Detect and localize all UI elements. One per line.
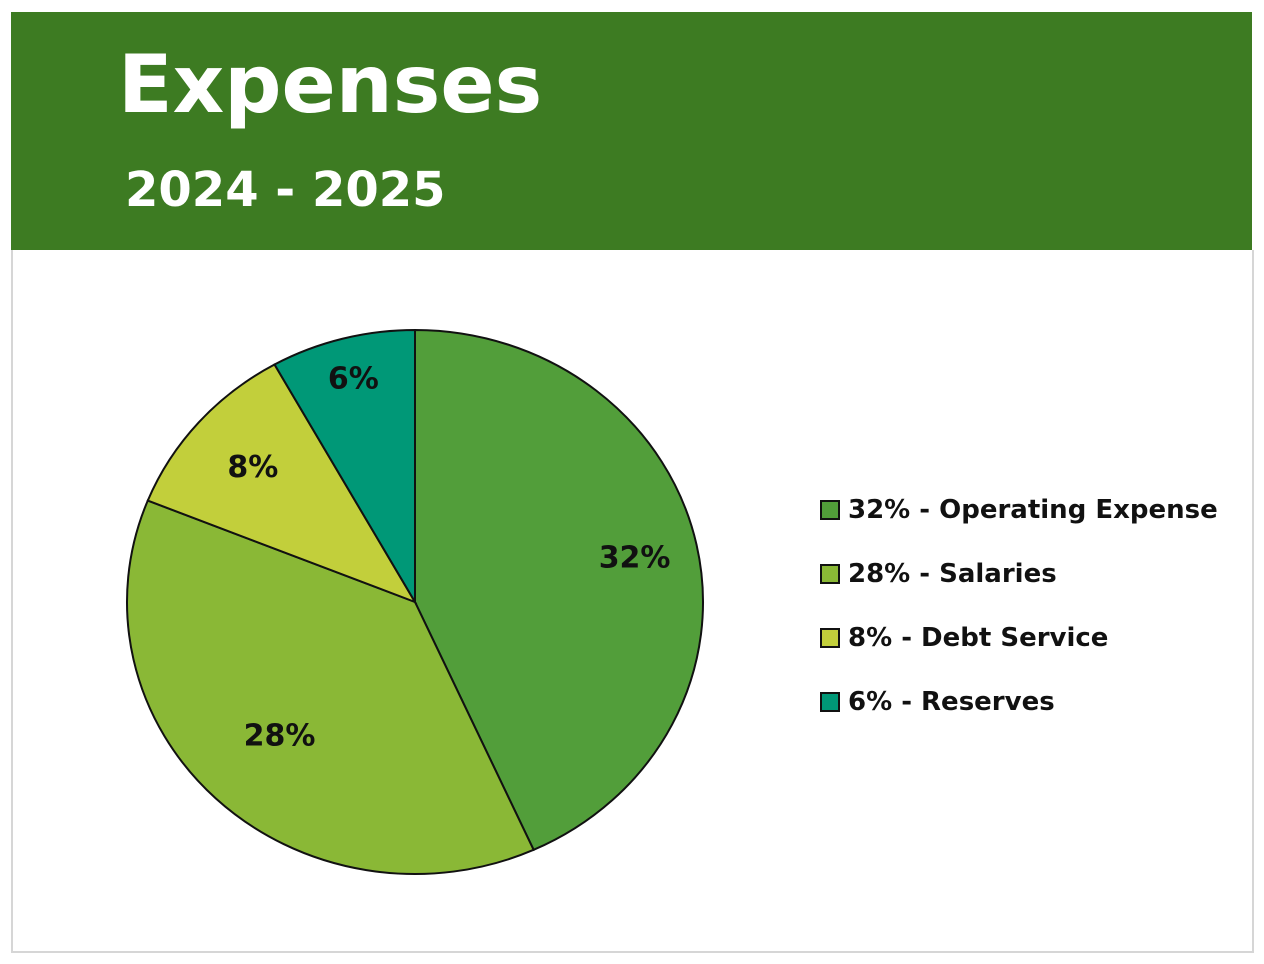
header-banner: Expenses 2024 - 2025: [11, 12, 1252, 250]
legend-swatch: [820, 500, 840, 520]
pie-slice-debt-service: [146, 363, 418, 604]
chart-subtitle: 2024 - 2025: [125, 162, 446, 218]
data-label: 28%: [244, 719, 316, 754]
legend: 32% - Operating Expense 28% - Salaries 8% …: [820, 478, 1218, 734]
data-label: 8%: [227, 450, 278, 485]
legend-swatch: [820, 692, 840, 712]
legend-label: 28% - Salaries: [848, 559, 1057, 589]
legend-item: 32% - Operating Expense: [820, 478, 1218, 542]
legend-item: 8% - Debt Service: [820, 606, 1218, 670]
legend-swatch: [820, 628, 840, 648]
chart-panel: [11, 250, 1254, 953]
legend-label: 8% - Debt Service: [848, 623, 1109, 653]
legend-swatch: [820, 564, 840, 584]
data-label: 32%: [599, 540, 671, 575]
legend-item: 28% - Salaries: [820, 542, 1218, 606]
legend-item: 6% - Reserves: [820, 670, 1218, 734]
chart-title: Expenses: [118, 38, 543, 131]
pie-slice-operating-expense: [414, 328, 704, 852]
pie-slice-reserves: [273, 328, 416, 606]
legend-label: 32% - Operating Expense: [848, 495, 1218, 525]
pie-slice-salaries: [126, 499, 535, 875]
legend-label: 6% - Reserves: [848, 687, 1055, 717]
data-label: 6%: [328, 361, 379, 396]
